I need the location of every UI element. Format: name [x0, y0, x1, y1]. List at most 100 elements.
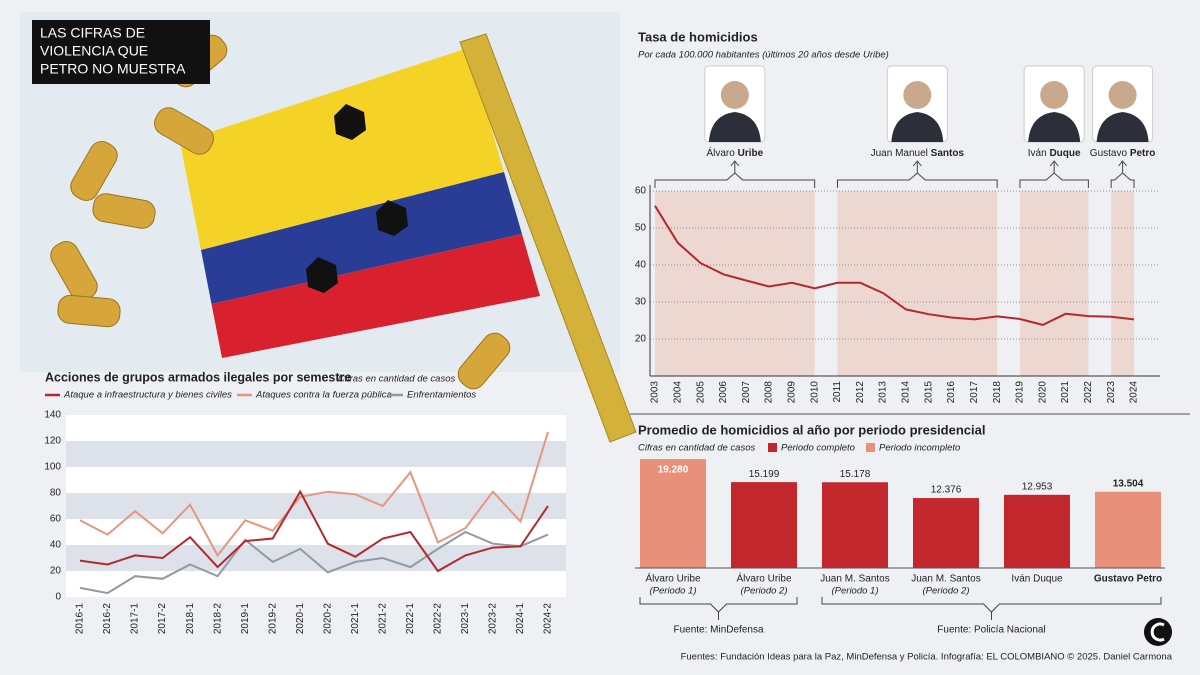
president-name: Juan Manuel Santos	[871, 148, 965, 159]
x-tick-label: 2006	[718, 381, 729, 404]
x-tick-label: 2019	[1015, 381, 1026, 404]
headline-line: LAS CIFRAS DE	[40, 25, 145, 41]
y-tick-label: 50	[635, 223, 647, 234]
x-tick-label: 2012	[855, 381, 866, 404]
period-arrowhead	[1118, 160, 1127, 167]
legend-label: Ataques contra la fuerza pública	[255, 390, 392, 401]
x-tick-label: 2023	[1106, 381, 1117, 404]
president-surname: Duque	[1049, 148, 1081, 159]
x-tick-label: 2024	[1129, 381, 1140, 404]
bullet	[457, 332, 511, 390]
x-tick-label: 2018	[992, 381, 1003, 404]
president-name: Gustavo Petro	[1090, 148, 1156, 159]
x-tick-label: 2003	[650, 381, 661, 404]
president-given-name: Gustavo	[1090, 148, 1128, 159]
x-tick-label: 2024-1	[515, 603, 526, 635]
value-label: 12.953	[1022, 481, 1053, 492]
grid-band	[66, 415, 566, 441]
x-tick-label: 2011	[832, 381, 843, 403]
portrait-head	[720, 81, 749, 109]
line	[79, 489, 549, 573]
x-tick-label: 2016-1	[75, 603, 86, 635]
portrait-head	[1108, 81, 1137, 109]
portrait-body	[1028, 112, 1081, 142]
x-tick-label: 2007	[741, 381, 752, 404]
value-label: 12.376	[931, 485, 962, 496]
x-tick-label: 2021	[1060, 381, 1071, 404]
bullet-hole	[306, 257, 338, 293]
chart-title: Acciones de grupos armados ilegales por …	[45, 370, 351, 384]
y-tick-label: 40	[50, 540, 62, 551]
president-surname: Uribe	[738, 148, 764, 159]
y-tick-label: 20	[635, 334, 647, 345]
bullet-hole	[334, 104, 366, 140]
y-tick-label: 120	[44, 436, 61, 447]
bullet	[92, 193, 156, 229]
president-surname: Petro	[1130, 148, 1156, 159]
x-tick-label: 2010	[809, 381, 820, 404]
x-tick-label: 2017	[969, 381, 980, 404]
portrait-body	[1096, 112, 1149, 142]
logo	[1144, 618, 1172, 646]
grid-band	[66, 441, 566, 467]
flag-illustration	[50, 33, 637, 443]
portrait-body	[708, 112, 761, 142]
x-tick-label: 2018-1	[185, 603, 196, 635]
x-tick-label: 2008	[764, 381, 775, 404]
period-band	[1019, 191, 1089, 376]
portrait-head	[903, 81, 932, 109]
grid-band	[66, 571, 566, 597]
x-tick-label: 2021-2	[377, 603, 388, 635]
y-tick-label: 60	[50, 514, 62, 525]
bar	[640, 459, 706, 568]
y-tick-label: 20	[50, 566, 62, 577]
value-label: 15.199	[749, 469, 780, 480]
bar	[822, 482, 888, 568]
y-tick-label: 40	[635, 260, 647, 271]
x-tick-label: Gustavo Petro	[1094, 574, 1162, 585]
grid-band	[66, 467, 566, 493]
president-name: Álvaro Uribe	[706, 146, 763, 159]
value-label: 13.504	[1113, 478, 1144, 489]
y-tick-label: 60	[635, 186, 647, 197]
x-tick-label: 2024-2	[543, 603, 554, 635]
source-label: Fuente: MinDefensa	[673, 625, 763, 636]
headline-line: VIOLENCIA QUE	[40, 43, 148, 59]
headline-line: PETRO NO MUESTRA	[40, 61, 186, 77]
bar	[731, 482, 797, 568]
line	[79, 530, 549, 595]
logo-mark	[1150, 622, 1165, 642]
bullet	[154, 107, 214, 155]
x-tick-label: 2014	[901, 381, 912, 404]
x-tick-label: 2019-2	[267, 603, 278, 635]
x-tick-label: 2013	[878, 381, 889, 404]
president-given-name: Iván	[1028, 148, 1047, 159]
flag-pole	[459, 33, 637, 443]
chart-title: Tasa de homicidios	[638, 29, 758, 44]
legend-label: Periodo completo	[781, 443, 855, 454]
x-tick-label: 2022-2	[433, 603, 444, 635]
x-tick-label: Juan M. Santos	[820, 574, 889, 585]
value-label: 15.178	[840, 469, 871, 480]
x-tick-label: 2023-2	[488, 603, 499, 635]
bar	[1004, 494, 1070, 568]
x-tick-sublabel: (Periodo 1)	[650, 586, 697, 597]
x-tick-label: 2020-2	[322, 603, 333, 635]
x-tick-label: Álvaro Uribe	[736, 572, 791, 585]
period-band	[1111, 191, 1134, 376]
bar	[913, 498, 979, 568]
legend-swatch	[768, 443, 777, 452]
credits: Fuentes: Fundación Ideas para la Paz, Mi…	[681, 652, 1173, 663]
x-tick-label: 2019-1	[240, 603, 251, 635]
x-tick-label: 2016	[946, 381, 957, 404]
bullet	[70, 141, 118, 201]
president-given-name: Juan Manuel	[871, 148, 928, 159]
president-surname: Santos	[931, 148, 965, 159]
chart-subtitle: Por cada 100.000 habitantes (últimos 20 …	[638, 50, 889, 61]
x-tick-label: 2016-2	[102, 603, 113, 635]
source-label: Fuente: Policía Nacional	[937, 625, 1045, 636]
bullet	[57, 294, 121, 328]
portrait-body	[891, 112, 944, 142]
x-tick-label: Álvaro Uribe	[645, 572, 700, 585]
